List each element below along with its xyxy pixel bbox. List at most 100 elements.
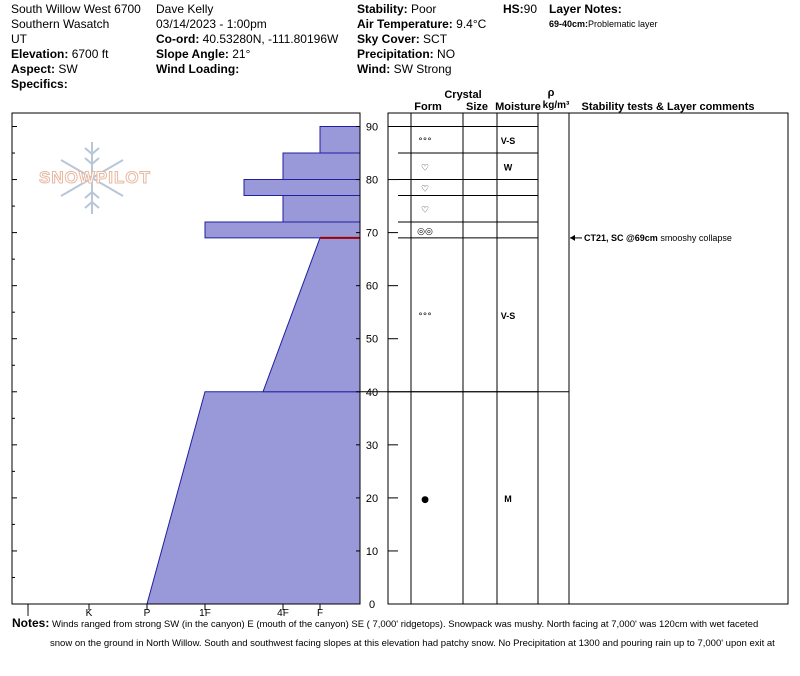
elevation-value: 6700 ft	[71, 47, 109, 61]
header-moisture: Moisture	[495, 101, 541, 113]
air-temp-value: 9.4°C	[456, 17, 487, 31]
air-temp-row: Air Temperature: 9.4°C	[357, 17, 486, 32]
header-density: kg/m³	[543, 100, 570, 111]
aspect-value: SW	[58, 62, 78, 76]
observer: Dave Kelly	[156, 2, 214, 16]
hardness-layer	[243, 179, 361, 196]
hs-label: HS:	[503, 2, 524, 16]
elevation-label: Elevation:	[11, 47, 69, 61]
height-tick-label: 90	[366, 122, 378, 134]
elevation-row: Elevation: 6700 ft	[11, 47, 141, 62]
height-tick-label: 20	[366, 493, 378, 505]
hardness-layer	[282, 152, 361, 181]
wind-label: Wind:	[357, 62, 391, 76]
range: Southern Wasatch	[11, 17, 110, 31]
wind-row: Wind: SW Strong	[357, 62, 486, 77]
moisture-label: W	[504, 162, 513, 172]
location: South Willow West 6700	[11, 2, 141, 16]
hardness-profile	[146, 126, 361, 605]
specifics-label: Specifics:	[11, 77, 68, 91]
moisture-label: M	[504, 494, 512, 504]
header-stability: Stability tests & Layer comments	[581, 101, 754, 113]
stability-row: Stability: Poor	[357, 2, 486, 17]
datetime: 03/14/2023 - 1:00pm	[156, 17, 267, 31]
specifics-row: Specifics:	[11, 77, 141, 92]
hardness-axis: I K P 1F 4F F	[27, 604, 323, 619]
layer-notes-block: Layer Notes: 69-40cm:Problematic layer	[549, 2, 658, 32]
slope-value: 21°	[232, 47, 251, 61]
header-col1: South Willow West 6700 Southern Wasatch …	[11, 2, 141, 92]
header-rho: ρ	[548, 87, 555, 99]
snowflake-icon: SNOWPILOT	[39, 142, 151, 214]
air-temp-label: Air Temperature:	[357, 17, 453, 31]
header-crystal: Crystal	[444, 89, 481, 101]
layer-table-frame	[387, 112, 789, 605]
hardness-tick-label: F	[317, 608, 323, 619]
precip-value: NO	[437, 47, 456, 61]
stability-test-comment: smooshy collapse	[658, 233, 732, 243]
height-tick-label: 50	[366, 334, 378, 346]
header-col3: Stability: Poor Air Temperature: 9.4°C S…	[357, 2, 486, 77]
stability-label: Stability:	[357, 2, 408, 16]
grain-form-symbol: °°°	[418, 137, 432, 147]
hardness-tick-label: P	[144, 608, 151, 619]
hardness-tick-label: K	[86, 608, 93, 619]
layer-note-row: 69-40cm:Problematic layer	[549, 17, 658, 32]
stability-value: Poor	[411, 2, 437, 16]
hardness-layer	[282, 194, 361, 223]
moisture-label: V-S	[501, 136, 516, 146]
layer-note-text: Problematic layer	[588, 19, 658, 29]
moisture-label: V-S	[501, 311, 516, 321]
header-size: Size	[466, 101, 488, 113]
grain-form-symbol: ◎◎	[417, 227, 433, 237]
hardness-tick-label: I	[27, 608, 30, 619]
slope-label: Slope Angle:	[156, 47, 229, 61]
height-tick-label: 10	[366, 546, 378, 558]
height-tick-label: 0	[369, 599, 375, 611]
state: UT	[11, 32, 27, 46]
height-tick-label: 80	[366, 175, 378, 187]
height-tick-label: 40	[366, 387, 378, 399]
chart-frames	[11, 112, 361, 605]
wind-loading-row: Wind Loading:	[156, 62, 338, 77]
hardness-layer	[319, 126, 361, 154]
height-tick-label: 60	[366, 281, 378, 293]
wind-loading-label: Wind Loading:	[156, 62, 240, 76]
coord-value: 40.53280N, -111.80196W	[202, 32, 339, 46]
hardness-tick-label: 1F	[199, 608, 211, 619]
grain-form-symbol: ♡	[421, 185, 429, 195]
hardness-tick-label: 4F	[277, 608, 289, 619]
wind-value: SW Strong	[393, 62, 452, 76]
height-tick-label: 70	[366, 228, 378, 240]
precip-label: Precipitation:	[357, 47, 434, 61]
stability-test-bold: CT21, SC @69cm	[584, 233, 658, 243]
hardness-layer	[262, 237, 361, 393]
grain-form-symbol: ●	[421, 495, 429, 505]
aspect-label: Aspect:	[11, 62, 56, 76]
notes: Notes: Winds ranged from strong SW (in t…	[12, 614, 798, 653]
sky-value: SCT	[423, 32, 448, 46]
slope-row: Slope Angle: 21°	[156, 47, 338, 62]
layer-note-depth: 69-40cm:	[549, 19, 589, 29]
sky-row: Sky Cover: SCT	[357, 32, 486, 47]
layer-notes-label: Layer Notes:	[549, 2, 622, 16]
snowpilot-logo: SNOWPILOT	[30, 138, 160, 218]
header-form: Form	[414, 101, 442, 113]
stability-test-text: CT21, SC @69cm smooshy collapse	[584, 233, 732, 243]
header-col2: Dave Kelly 03/14/2023 - 1:00pm Co-ord: 4…	[156, 2, 338, 77]
notes-label: Notes:	[12, 616, 50, 630]
coord-row: Co-ord: 40.53280N, -111.80196W	[156, 32, 338, 47]
aspect-row: Aspect: SW	[11, 62, 141, 77]
coord-label: Co-ord:	[156, 32, 200, 46]
sky-label: Sky Cover:	[357, 32, 420, 46]
notes-line1: Winds ranged from strong SW (in the cany…	[51, 619, 759, 630]
precip-row: Precipitation: NO	[357, 47, 486, 62]
grain-form-symbol: ♡	[421, 206, 429, 216]
svg-text:SNOWPILOT: SNOWPILOT	[39, 168, 151, 187]
hardness-layer	[204, 221, 361, 239]
height-axis: 0 10 20 30 40 50 60 70 80 90	[12, 122, 398, 611]
hs-value: 90	[523, 2, 538, 16]
notes-line2: snow on the ground in North Willow. Sout…	[50, 638, 775, 649]
